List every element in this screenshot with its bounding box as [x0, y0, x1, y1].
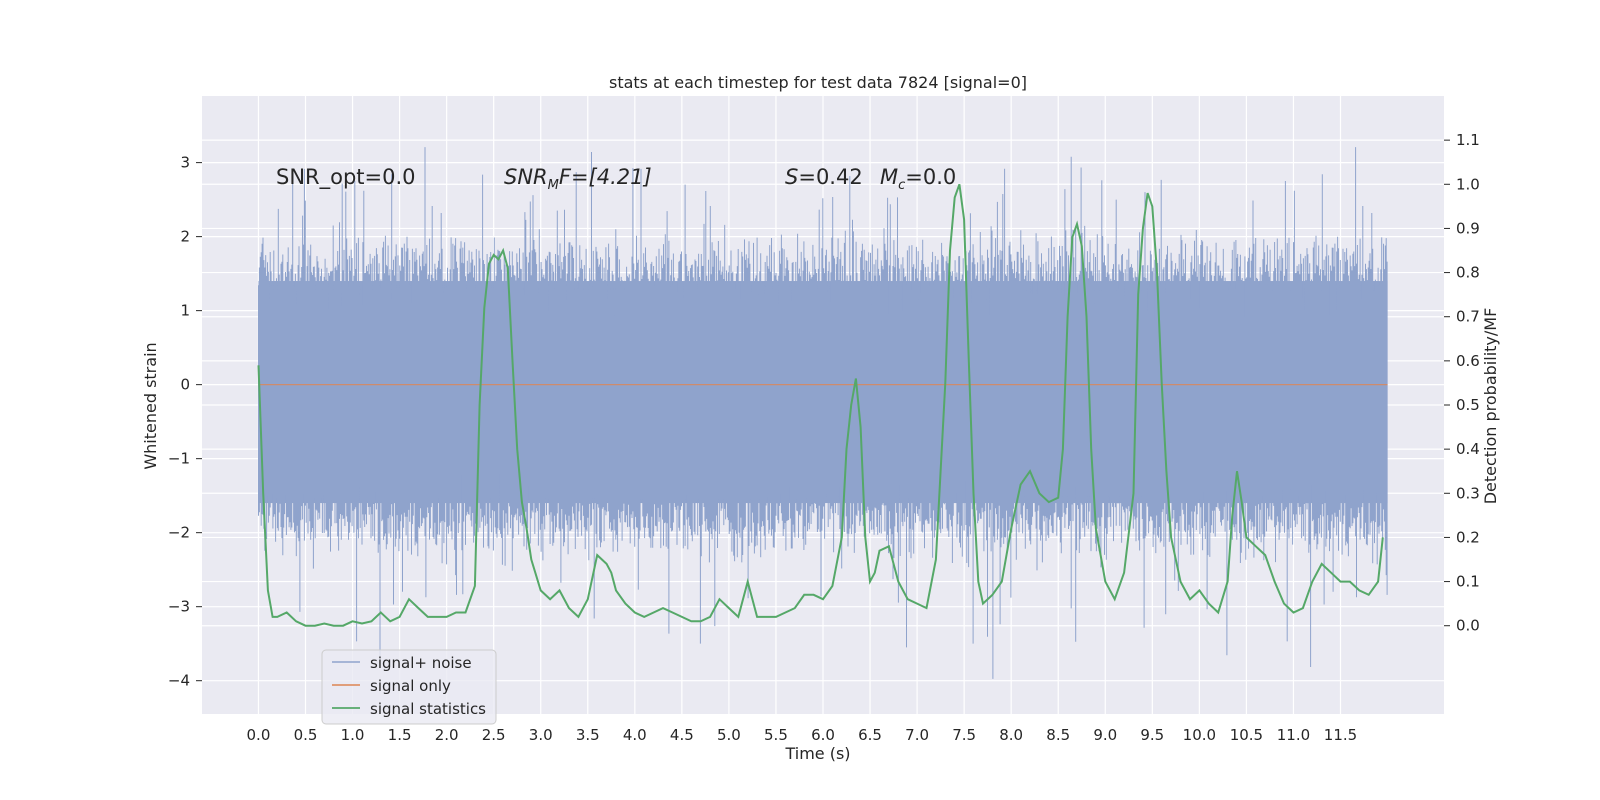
- x-tick-label: 5.5: [764, 726, 788, 744]
- signal-statistics-line: [257, 183, 1384, 627]
- y2-tick-label: 1.0: [1456, 175, 1480, 193]
- legend-frame: [321, 649, 497, 725]
- x-tick-label: 2.0: [435, 726, 459, 744]
- x-tick-label: 8.0: [999, 726, 1023, 744]
- y2-tick-label: 0.4: [1456, 440, 1480, 458]
- x-tick-label: 1.0: [341, 726, 365, 744]
- x-tick-label: 1.5: [388, 726, 412, 744]
- annotation-mc: Mc=0.0: [880, 165, 956, 193]
- x-tick-label: 10.5: [1230, 726, 1263, 744]
- x-tick-label: 0.5: [294, 726, 318, 744]
- legend-label-noise: signal+ noise: [370, 654, 472, 672]
- legend-label-signal: signal only: [370, 677, 451, 695]
- y-tick-label: −3: [168, 598, 190, 616]
- x-tick-label: 10.0: [1183, 726, 1216, 744]
- annotation-snr-mf: SNRMF=[4.21]: [504, 165, 652, 193]
- y-tick-label: 1: [180, 302, 190, 320]
- y-tick-label: 2: [180, 228, 190, 246]
- x-tick-label: 0.0: [247, 726, 271, 744]
- x-tick-label: 6.5: [858, 726, 882, 744]
- annotation-snr-mf-subscript: M: [548, 178, 559, 193]
- y-tick-label: −4: [168, 672, 190, 690]
- annotation-s-value: =0.42: [798, 165, 862, 189]
- signal-noise-series: [258, 147, 1388, 679]
- annotation-snr-mf-symbol: SNR: [504, 165, 548, 189]
- y2-tick-label: 0.0: [1456, 617, 1480, 635]
- y2-tick-label: 1.1: [1456, 131, 1480, 149]
- x-tick-label: 9.5: [1140, 726, 1164, 744]
- y-tick-label: −1: [168, 450, 190, 468]
- x-tick-label: 7.0: [905, 726, 929, 744]
- chart-title: stats at each timestep for test data 782…: [609, 73, 1027, 92]
- annotation-s: S=0.42: [785, 165, 863, 189]
- x-tick-label: 8.5: [1046, 726, 1070, 744]
- x-tick-label: 6.0: [811, 726, 835, 744]
- y2-tick-label: 0.1: [1456, 573, 1480, 591]
- x-axis-ticks: 0.0 0.5 1.0 1.5 2.0 2.5 3.0 3.5 4.0 4.5 5.0 5.5 6.0 6…: [247, 726, 1358, 744]
- y-tick-label: −2: [168, 524, 190, 542]
- y-axis-label: Whitened strain: [141, 342, 160, 469]
- signal-statistics-series: [257, 183, 1384, 627]
- y2-tick-label: 0.7: [1456, 308, 1480, 326]
- y2-tick-label: 0.6: [1456, 352, 1480, 370]
- x-tick-label: 5.0: [717, 726, 741, 744]
- y2-axis-label: Detection probability/MF: [1481, 308, 1500, 505]
- y2-tick-label: 0.5: [1456, 396, 1480, 414]
- y-tick-label: 3: [180, 154, 190, 172]
- y2-tick-label: 0.8: [1456, 264, 1480, 282]
- y-axis-ticks: −4 −3 −2 −1 0 1 2 3: [168, 154, 202, 690]
- x-tick-label: 4.5: [670, 726, 694, 744]
- x-tick-label: 7.5: [952, 726, 976, 744]
- y2-tick-label: 0.9: [1456, 219, 1480, 237]
- x-tick-label: 11.5: [1324, 726, 1357, 744]
- x-tick-label: 2.5: [482, 726, 506, 744]
- legend-label-stats: signal statistics: [370, 700, 486, 718]
- legend: signal+ noise signal only signal statist…: [321, 649, 497, 725]
- x-tick-label: 4.0: [623, 726, 647, 744]
- x-tick-label: 9.0: [1093, 726, 1117, 744]
- annotation-s-symbol: S: [785, 165, 798, 189]
- annotation-mc-subscript: c: [898, 178, 905, 193]
- x-tick-label: 3.0: [529, 726, 553, 744]
- x-tick-label: 11.0: [1277, 726, 1310, 744]
- annotation-snr-mf-value: F=[4.21]: [559, 165, 652, 189]
- y2-tick-label: 0.3: [1456, 484, 1480, 502]
- annotation-mc-symbol: M: [880, 165, 898, 189]
- y-tick-label: 0: [180, 376, 190, 394]
- x-tick-label: 3.5: [576, 726, 600, 744]
- y2-tick-label: 0.2: [1456, 528, 1480, 546]
- annotation-snr-opt: SNR_opt=0.0: [276, 165, 416, 190]
- annotation-mc-value: =0.0: [905, 165, 956, 189]
- x-axis-label: Time (s): [784, 744, 850, 763]
- y2-axis-ticks: 0.0 0.1 0.2 0.3 0.4 0.5 0.6 0.7 0.8 0.9 1.0 1.1: [1444, 131, 1480, 635]
